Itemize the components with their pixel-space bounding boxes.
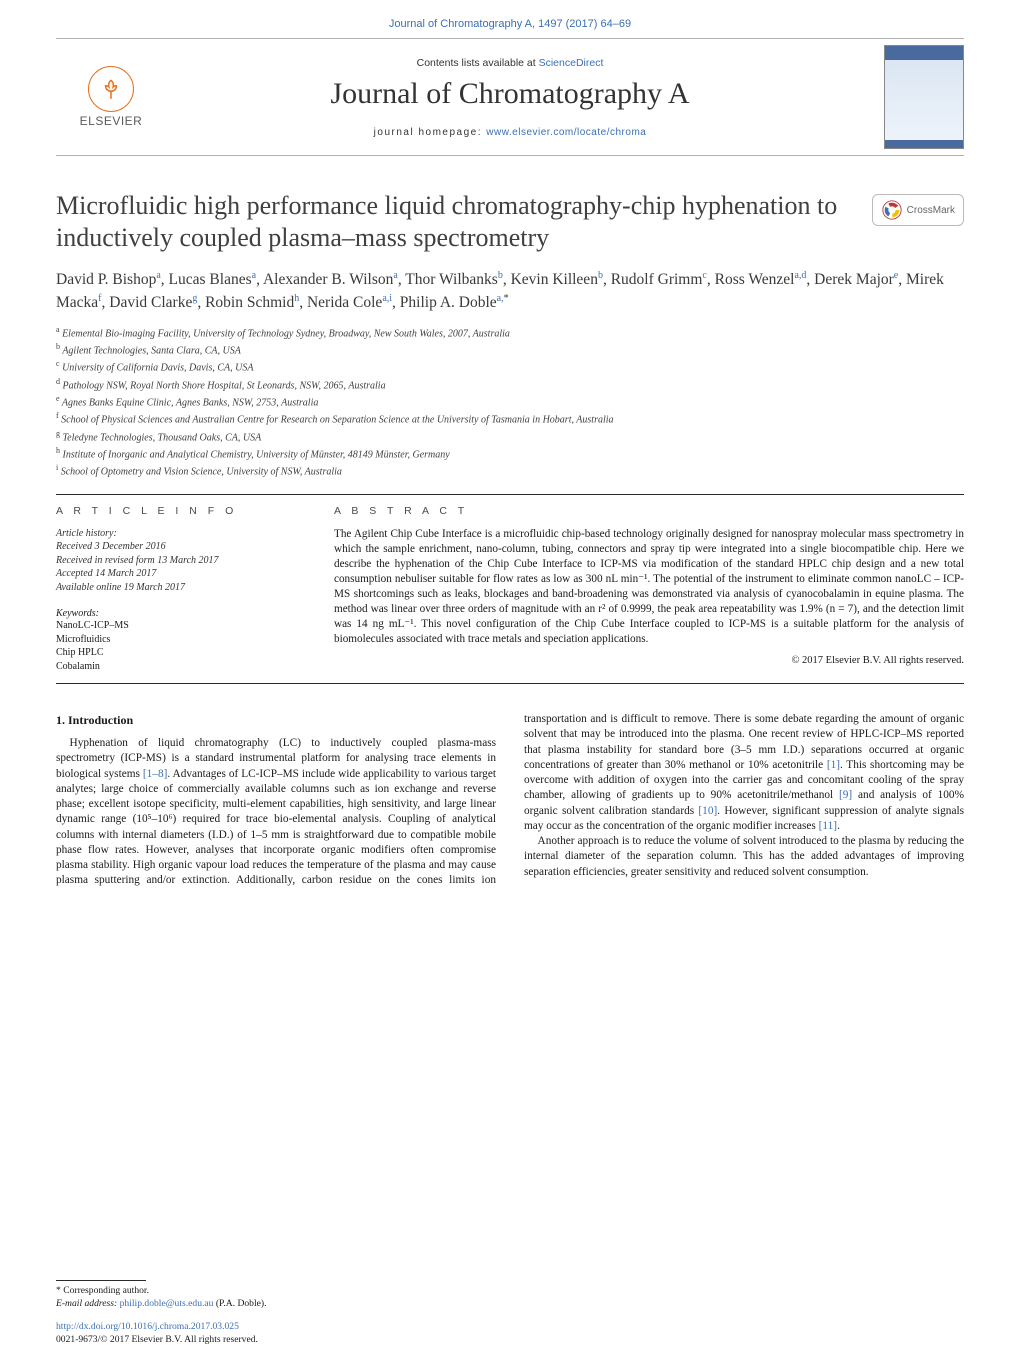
crossmark-badge[interactable]: CrossMark xyxy=(872,194,964,226)
abstract-text: The Agilent Chip Cube Interface is a mic… xyxy=(334,527,964,648)
keywords-label: Keywords: xyxy=(56,608,306,619)
affiliation-list: a Elemental Bio-imaging Facility, Univer… xyxy=(56,324,964,480)
keywords-list: NanoLC-ICP–MSMicrofluidicsChip HPLCCobal… xyxy=(56,619,306,673)
elsevier-tree-icon xyxy=(88,66,134,112)
issn-copyright: 0021-9673/© 2017 Elsevier B.V. All right… xyxy=(56,1334,476,1347)
contents-line: Contents lists available at ScienceDirec… xyxy=(166,57,854,69)
affiliation-item: i School of Optometry and Vision Science… xyxy=(56,462,964,479)
journal-cover-thumb xyxy=(884,45,964,149)
citation-link[interactable]: [10] xyxy=(698,805,717,817)
abstract-heading: a b s t r a c t xyxy=(334,505,964,517)
article-title: Microfluidic high performance liquid chr… xyxy=(56,190,876,253)
section-heading-intro: 1. Introduction xyxy=(56,712,496,728)
crossmark-label: CrossMark xyxy=(907,205,955,216)
doi-link[interactable]: http://dx.doi.org/10.1016/j.chroma.2017.… xyxy=(56,1321,239,1332)
affiliation-item: h Institute of Inorganic and Analytical … xyxy=(56,445,964,462)
corresponding-email-link[interactable]: philip.doble@uts.edu.au xyxy=(120,1298,214,1309)
body-two-column: 1. Introduction Hyphenation of liquid ch… xyxy=(56,712,964,889)
history-label: Article history: xyxy=(56,527,306,541)
page-footer: * Corresponding author. E-mail address: … xyxy=(56,1280,476,1347)
affiliation-item: f School of Physical Sciences and Austra… xyxy=(56,410,964,427)
homepage-line: journal homepage: www.elsevier.com/locat… xyxy=(166,127,854,138)
footnote-rule xyxy=(56,1280,146,1281)
abstract-copyright: © 2017 Elsevier B.V. All rights reserved… xyxy=(334,655,964,666)
affiliation-item: g Teledyne Technologies, Thousand Oaks, … xyxy=(56,428,964,445)
keyword-item: Microfluidics xyxy=(56,633,306,647)
history-online: Available online 19 March 2017 xyxy=(56,581,306,595)
corresponding-author: * Corresponding author. xyxy=(56,1285,476,1298)
body-text: . Advantages of LC-ICP–MS include wide a… xyxy=(56,768,496,872)
author-list: David P. Bishopa, Lucas Blanesa, Alexand… xyxy=(56,269,964,313)
body-paragraph: Another approach is to reduce the volume… xyxy=(524,834,964,880)
divider xyxy=(56,494,964,495)
contents-prefix: Contents lists available at xyxy=(417,57,539,69)
running-head: Journal of Chromatography A, 1497 (2017)… xyxy=(0,18,1020,30)
affiliation-item: e Agnes Banks Equine Clinic, Agnes Banks… xyxy=(56,393,964,410)
affiliation-item: c University of California Davis, Davis,… xyxy=(56,358,964,375)
citation-link[interactable]: [1–8] xyxy=(143,768,167,780)
citation-link[interactable]: [11] xyxy=(819,820,837,832)
citation-link[interactable]: [9] xyxy=(839,789,852,801)
divider xyxy=(56,683,964,684)
publisher-brand-text: ELSEVIER xyxy=(80,114,143,128)
affiliation-item: a Elemental Bio-imaging Facility, Univer… xyxy=(56,324,964,341)
publisher-logo: ELSEVIER xyxy=(56,66,166,128)
affiliation-item: b Agilent Technologies, Santa Clara, CA,… xyxy=(56,341,964,358)
history-accepted: Accepted 14 March 2017 xyxy=(56,567,306,581)
journal-homepage-link[interactable]: www.elsevier.com/locate/chroma xyxy=(486,127,646,138)
crossmark-icon xyxy=(881,199,903,221)
article-info-block: a r t i c l e i n f o Article history: R… xyxy=(56,505,306,674)
history-revised: Received in revised form 13 March 2017 xyxy=(56,554,306,568)
email-label: E-mail address: xyxy=(56,1298,117,1309)
keyword-item: Chip HPLC xyxy=(56,646,306,660)
affiliation-item: d Pathology NSW, Royal North Shore Hospi… xyxy=(56,376,964,393)
keyword-item: Cobalamin xyxy=(56,660,306,674)
sciencedirect-link[interactable]: ScienceDirect xyxy=(539,57,604,69)
corresponding-email-line: E-mail address: philip.doble@uts.edu.au … xyxy=(56,1298,476,1311)
body-text: . xyxy=(837,820,840,832)
homepage-prefix: journal homepage: xyxy=(374,127,487,138)
abstract-block: a b s t r a c t The Agilent Chip Cube In… xyxy=(334,505,964,674)
citation-link[interactable]: [1] xyxy=(827,759,840,771)
article-info-heading: a r t i c l e i n f o xyxy=(56,505,306,517)
journal-title: Journal of Chromatography A xyxy=(166,77,854,111)
email-paren: (P.A. Doble). xyxy=(213,1298,266,1309)
history-received: Received 3 December 2016 xyxy=(56,540,306,554)
masthead: ELSEVIER Contents lists available at Sci… xyxy=(56,38,964,156)
keyword-item: NanoLC-ICP–MS xyxy=(56,619,306,633)
